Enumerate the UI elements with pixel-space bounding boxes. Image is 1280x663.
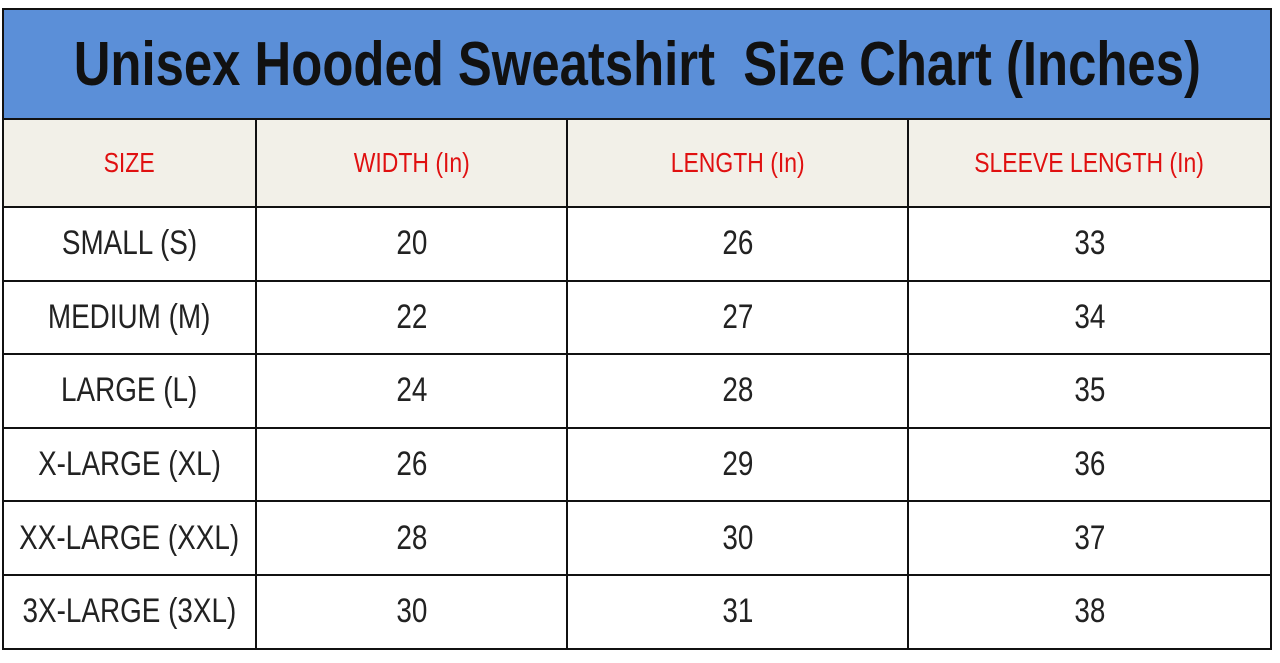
size-cell: 3X-LARGE (3XL) bbox=[2, 576, 257, 650]
value-cell-text: 22 bbox=[395, 297, 428, 336]
value-cell-text: 29 bbox=[721, 445, 754, 484]
value-cell: 26 bbox=[257, 428, 568, 503]
value-cell: 27 bbox=[568, 281, 909, 356]
size-cell-text: MEDIUM (M) bbox=[48, 297, 211, 336]
size-cell: LARGE (L) bbox=[2, 355, 257, 429]
column-header: LENGTH (In) bbox=[568, 120, 909, 208]
size-cell: X-LARGE (XL) bbox=[2, 428, 257, 503]
value-cell: 33 bbox=[909, 208, 1272, 282]
column-header-text: SLEEVE LENGTH (In) bbox=[974, 147, 1205, 178]
size-cell: SMALL (S) bbox=[2, 208, 257, 282]
value-cell: 30 bbox=[568, 502, 909, 576]
title: Unisex Hooded Sweatshirt Size Chart (Inc… bbox=[73, 29, 1201, 99]
value-cell: 35 bbox=[909, 355, 1272, 429]
value-cell-text: 24 bbox=[395, 371, 428, 410]
value-cell-text: 31 bbox=[721, 592, 754, 631]
value-cell-text: 30 bbox=[395, 592, 428, 631]
size-cell-text: LARGE (L) bbox=[61, 371, 198, 410]
column-header: SIZE bbox=[2, 120, 257, 208]
value-cell-text: 28 bbox=[395, 518, 428, 557]
value-cell: 20 bbox=[257, 208, 568, 282]
column-header: WIDTH (In) bbox=[257, 120, 568, 208]
size-cell-text: X-LARGE (XL) bbox=[38, 445, 221, 484]
column-header-text: SIZE bbox=[103, 147, 156, 178]
value-cell: 34 bbox=[909, 281, 1272, 356]
value-cell: 37 bbox=[909, 502, 1272, 576]
value-cell: 28 bbox=[257, 502, 568, 576]
value-cell: 38 bbox=[909, 576, 1272, 650]
value-cell-text: 36 bbox=[1073, 445, 1106, 484]
size-cell: XX-LARGE (XXL) bbox=[2, 502, 257, 576]
value-cell: 29 bbox=[568, 428, 909, 503]
value-cell: 22 bbox=[257, 281, 568, 356]
size-cell-text: SMALL (S) bbox=[61, 224, 198, 263]
size-cell: MEDIUM (M) bbox=[2, 281, 257, 356]
value-cell-text: 38 bbox=[1073, 592, 1106, 631]
value-cell: 24 bbox=[257, 355, 568, 429]
value-cell-text: 26 bbox=[395, 445, 428, 484]
value-cell: 26 bbox=[568, 208, 909, 282]
column-header: SLEEVE LENGTH (In) bbox=[909, 120, 1272, 208]
value-cell-text: 37 bbox=[1073, 518, 1106, 557]
value-cell: 31 bbox=[568, 576, 909, 650]
value-cell: 30 bbox=[257, 576, 568, 650]
value-cell: 36 bbox=[909, 428, 1272, 503]
value-cell-text: 30 bbox=[721, 518, 754, 557]
value-cell-text: 33 bbox=[1073, 224, 1106, 263]
column-header-text: LENGTH (In) bbox=[670, 147, 805, 178]
size-cell-text: 3X-LARGE (3XL) bbox=[22, 592, 237, 631]
column-header-text: WIDTH (In) bbox=[353, 147, 470, 178]
value-cell-text: 20 bbox=[395, 224, 428, 263]
value-cell-text: 27 bbox=[721, 297, 754, 336]
value-cell-text: 28 bbox=[721, 371, 754, 410]
value-cell-text: 34 bbox=[1073, 297, 1106, 336]
value-cell-text: 35 bbox=[1073, 371, 1106, 410]
size-cell-text: XX-LARGE (XXL) bbox=[19, 518, 240, 557]
value-cell: 28 bbox=[568, 355, 909, 429]
title-band: Unisex Hooded Sweatshirt Size Chart (Inc… bbox=[2, 8, 1272, 120]
value-cell-text: 26 bbox=[721, 224, 754, 263]
